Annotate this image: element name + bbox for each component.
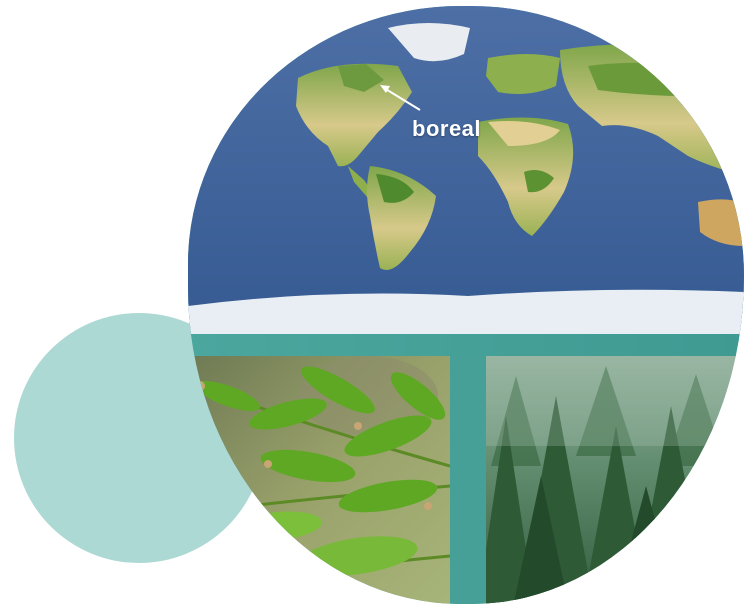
boreal-label: boreal bbox=[412, 116, 482, 141]
divider-bar bbox=[188, 334, 744, 356]
forest-photo bbox=[486, 356, 744, 604]
world-map: boreal bbox=[188, 6, 744, 334]
spruce-branch-photo bbox=[188, 356, 450, 604]
arrow-icon bbox=[380, 85, 421, 111]
gap-strip bbox=[450, 356, 486, 604]
image-collage: boreal bbox=[188, 6, 744, 604]
